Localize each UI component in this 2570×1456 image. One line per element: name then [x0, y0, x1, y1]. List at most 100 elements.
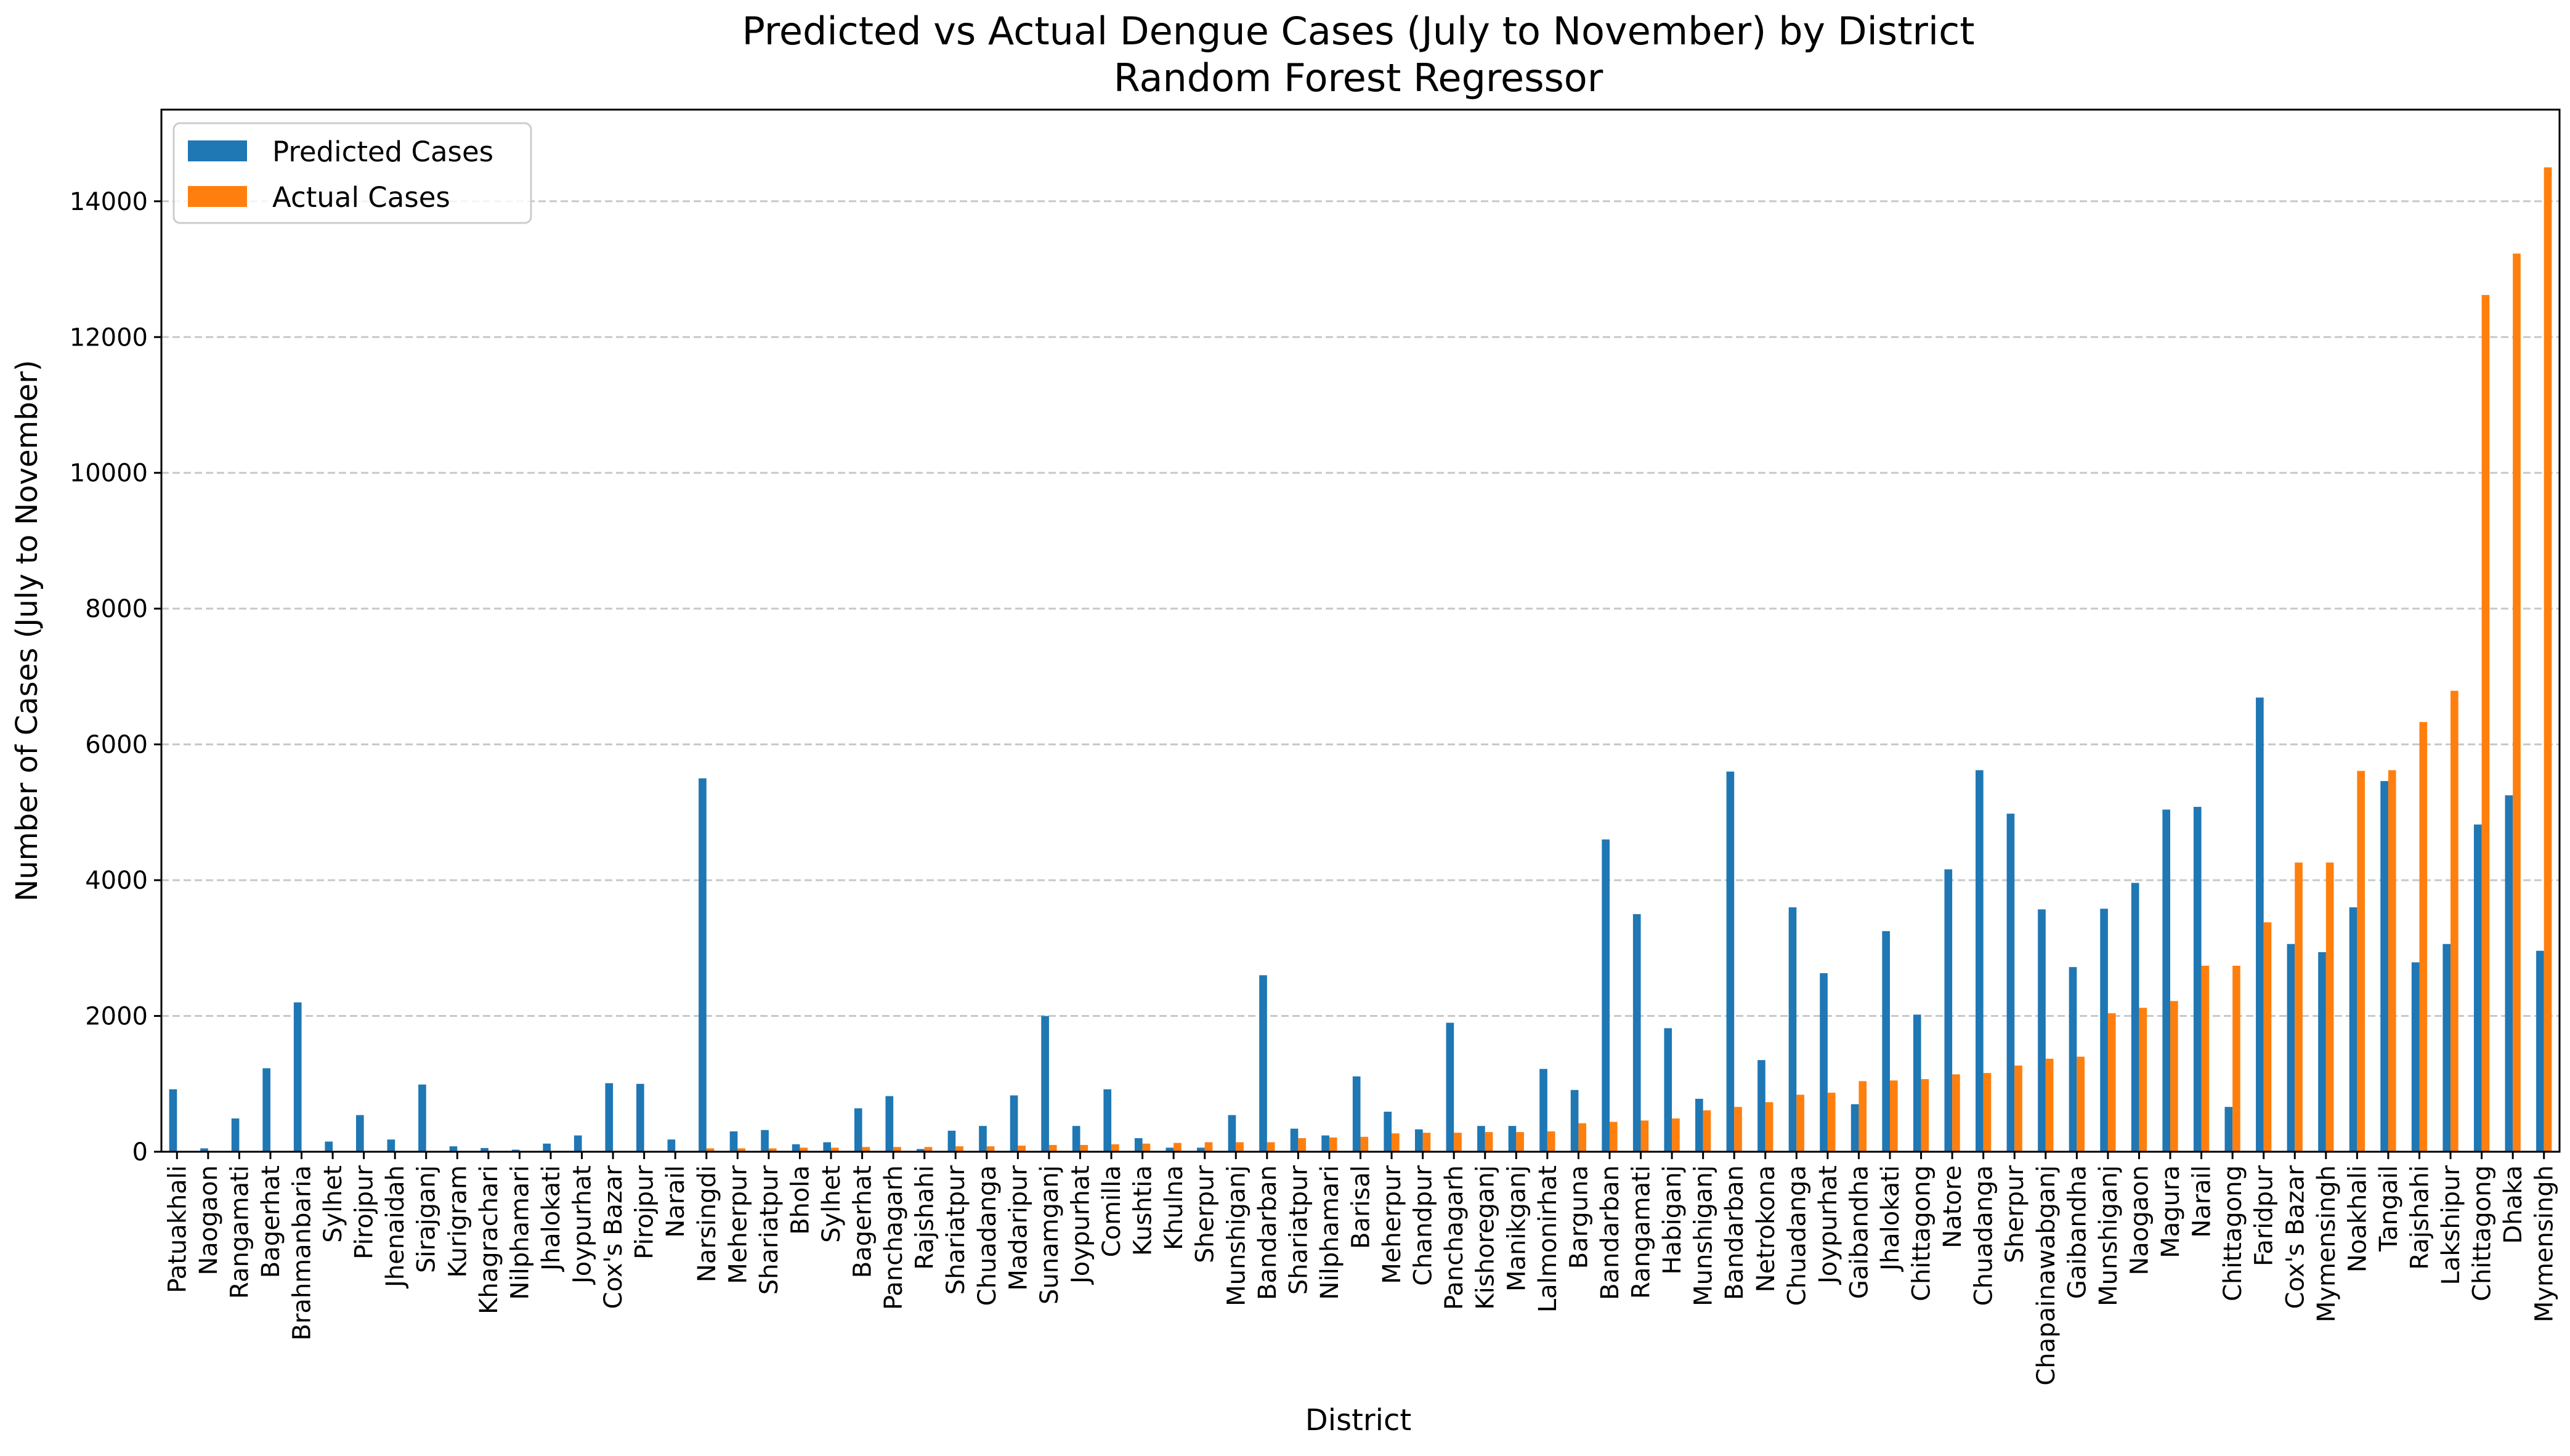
x-tick-label: Sherpur [1191, 1165, 1220, 1263]
bar-predicted [1913, 1014, 1921, 1152]
x-tick-label: Pirojpur [351, 1165, 379, 1259]
bar-actual [1827, 1093, 1836, 1152]
bar-actual [1236, 1142, 1244, 1152]
y-axis-label: Number of Cases (July to November) [10, 360, 44, 902]
x-tick-label: Chapainawabganj [2032, 1165, 2061, 1386]
y-tick-label: 8000 [85, 595, 148, 623]
bar-actual [2139, 1008, 2147, 1152]
bar-actual [1921, 1079, 1929, 1152]
bar-predicted [1259, 975, 1267, 1152]
x-tick-label: Sylhet [319, 1165, 347, 1243]
x-tick-label: Joypurhat [1066, 1165, 1095, 1285]
bar-predicted [449, 1146, 458, 1152]
bar-predicted [262, 1068, 270, 1152]
bar-predicted [885, 1096, 894, 1152]
bar-predicted [2318, 952, 2326, 1152]
bar-predicted [1882, 931, 1890, 1152]
x-axis: Patuakhali Naogaon Rangamati Bagerhat Brahma… [163, 1152, 2559, 1386]
bar-predicted [2162, 809, 2171, 1152]
bar-predicted [2287, 944, 2295, 1152]
bar-predicted [1477, 1126, 1485, 1152]
bar-predicted [1072, 1126, 1080, 1152]
bar-predicted [1414, 1129, 1423, 1152]
bar-predicted [947, 1130, 956, 1152]
bar-predicted [979, 1126, 987, 1152]
x-tick-label: Munshiganj [2094, 1165, 2123, 1306]
x-tick-label: Khagrachari [475, 1165, 503, 1314]
bar-predicted [1321, 1135, 1329, 1152]
bar-predicted [2256, 697, 2264, 1152]
x-axis-label: District [1305, 1403, 1411, 1438]
bar-actual [737, 1148, 745, 1152]
x-tick-label: Chuadanga [1783, 1165, 1811, 1306]
bar-actual [1640, 1120, 1649, 1152]
y-tick-label: 6000 [85, 731, 148, 759]
bar-actual [1298, 1138, 1307, 1152]
bar-predicted [293, 1002, 302, 1152]
x-tick-label: Nilphamari [506, 1165, 534, 1300]
bar-predicted [418, 1084, 426, 1152]
bar-predicted [792, 1144, 800, 1152]
bar-actual [2357, 770, 2365, 1152]
x-tick-label: Jhalokati [537, 1165, 565, 1272]
chart-title: Predicted vs Actual Dengue Cases (July t… [742, 9, 1974, 54]
bar-predicted [2411, 962, 2420, 1152]
bar-predicted [1446, 1022, 1454, 1152]
bar-predicted [387, 1139, 395, 1152]
y-tick-label: 12000 [70, 323, 148, 352]
bar-actual [1889, 1080, 1898, 1152]
x-tick-label: Naogaon [2125, 1165, 2154, 1276]
bar-predicted [325, 1141, 333, 1152]
bar-predicted [2069, 967, 2077, 1152]
legend-label-actual: Actual Cases [272, 181, 450, 214]
bar-predicted [605, 1083, 614, 1152]
bar-predicted [1976, 770, 1984, 1152]
bar-predicted [574, 1135, 582, 1152]
bar-actual [1454, 1133, 1462, 1152]
bar-predicted [1228, 1115, 1236, 1152]
x-tick-label: Gaibandha [2063, 1165, 2091, 1299]
x-tick-label: Madaripur [1004, 1165, 1032, 1290]
x-tick-label: Bagerhat [257, 1165, 285, 1278]
bar-actual [2170, 1001, 2178, 1152]
x-tick-label: Tangail [2375, 1165, 2403, 1252]
x-tick-label: Kurigram [444, 1165, 472, 1277]
bar-actual [2232, 965, 2240, 1152]
bars [169, 167, 2552, 1152]
x-tick-label: Noakhali [2343, 1165, 2372, 1272]
bar-predicted [1041, 1016, 1049, 1152]
bar-actual [1142, 1143, 1151, 1152]
bar-actual [862, 1147, 870, 1152]
bar-predicted [511, 1149, 520, 1152]
legend: Predicted Cases Actual Cases [172, 122, 532, 224]
bar-actual [1516, 1132, 1524, 1152]
bar-actual [1267, 1142, 1275, 1152]
bar-predicted [1384, 1111, 1392, 1152]
bar-actual [2388, 770, 2396, 1152]
bar-actual [986, 1146, 995, 1152]
bar-actual [1952, 1074, 1960, 1152]
bar-predicted [1165, 1147, 1174, 1152]
bar-actual [2263, 922, 2272, 1152]
x-tick-label: Sirajganj [413, 1165, 441, 1273]
x-tick-label: Bhola [786, 1165, 814, 1235]
y-tick-label: 10000 [70, 459, 148, 488]
bar-predicted [699, 778, 707, 1152]
bar-actual [768, 1148, 777, 1152]
bar-actual [955, 1146, 963, 1152]
bar-predicted [1788, 907, 1797, 1152]
x-tick-label: Rangamati [1628, 1165, 1656, 1299]
bar-predicted [1539, 1069, 1547, 1152]
x-tick-label: Chuadanga [973, 1165, 1002, 1306]
x-tick-label: Naogaon [195, 1165, 223, 1276]
x-tick-label: Kishoreganj [1472, 1165, 1500, 1310]
y-tick-label: 4000 [85, 867, 148, 895]
bar-actual [1111, 1144, 1119, 1152]
bar-actual [1765, 1102, 1773, 1152]
bar-predicted [2442, 944, 2451, 1152]
bar-predicted [2473, 824, 2482, 1152]
bar-actual [831, 1147, 839, 1152]
bar-predicted [200, 1148, 208, 1152]
